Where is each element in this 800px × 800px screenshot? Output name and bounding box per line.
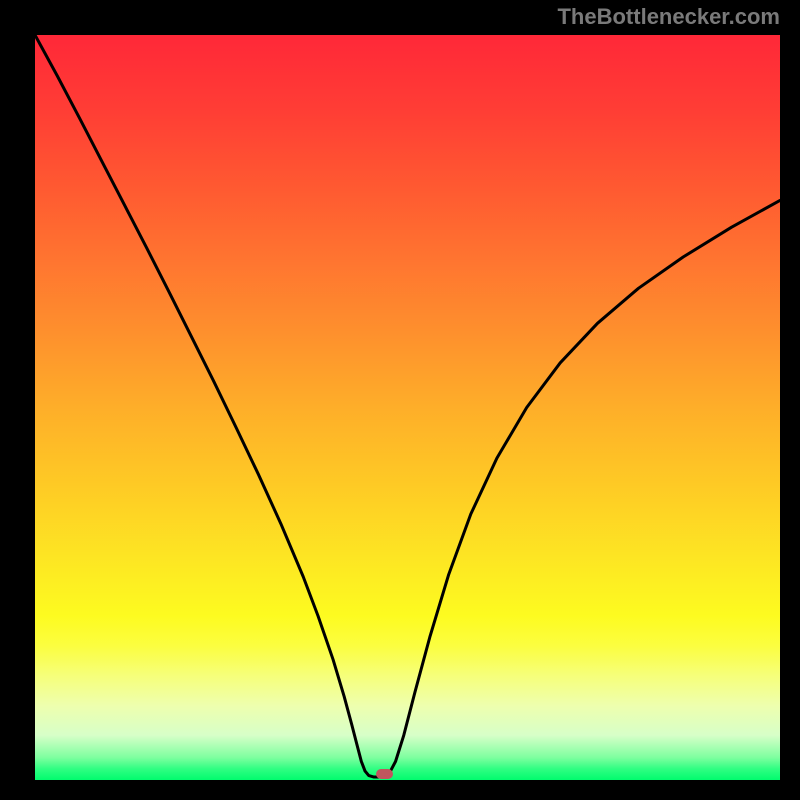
gradient-background — [35, 35, 780, 780]
watermark-text: TheBottlenecker.com — [557, 4, 780, 30]
plot-area — [35, 35, 780, 780]
optimal-point-marker — [376, 769, 393, 779]
chart-container: TheBottlenecker.com — [0, 0, 800, 800]
